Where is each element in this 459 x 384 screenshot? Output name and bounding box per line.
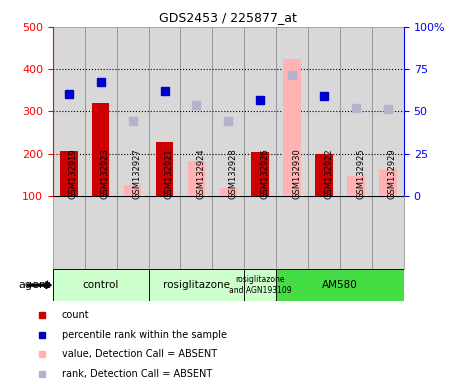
Bar bbox=[315, 154, 333, 196]
Bar bbox=[276, 196, 308, 269]
Text: GSM132930: GSM132930 bbox=[292, 149, 301, 200]
Bar bbox=[149, 196, 180, 269]
Bar bbox=[188, 161, 205, 196]
Bar bbox=[379, 169, 397, 196]
Text: rosiglitazone: rosiglitazone bbox=[163, 280, 230, 290]
Bar bbox=[308, 196, 340, 269]
Bar bbox=[85, 196, 117, 269]
Bar bbox=[244, 196, 276, 269]
Bar bbox=[244, 269, 276, 301]
Bar bbox=[252, 152, 269, 196]
Bar bbox=[340, 196, 372, 269]
Text: percentile rank within the sample: percentile rank within the sample bbox=[62, 330, 227, 340]
Text: GSM132919: GSM132919 bbox=[69, 149, 78, 200]
Bar bbox=[372, 196, 404, 269]
Text: rosiglitazone
and AGN193109: rosiglitazone and AGN193109 bbox=[229, 275, 291, 295]
Text: control: control bbox=[83, 280, 119, 290]
Text: value, Detection Call = ABSENT: value, Detection Call = ABSENT bbox=[62, 349, 217, 359]
Bar bbox=[213, 27, 244, 196]
Text: GSM132922: GSM132922 bbox=[324, 149, 333, 200]
Bar bbox=[340, 27, 372, 196]
Bar bbox=[117, 27, 149, 196]
Text: GSM132926: GSM132926 bbox=[260, 149, 269, 200]
Bar bbox=[347, 176, 365, 196]
Text: GSM132927: GSM132927 bbox=[133, 149, 141, 200]
Bar bbox=[60, 152, 78, 196]
Bar bbox=[53, 27, 85, 196]
Text: GSM132925: GSM132925 bbox=[356, 149, 365, 200]
Bar bbox=[276, 269, 404, 301]
Bar bbox=[149, 27, 180, 196]
Bar bbox=[53, 269, 149, 301]
Bar bbox=[219, 188, 237, 196]
Bar bbox=[180, 27, 213, 196]
Bar bbox=[92, 103, 109, 196]
Text: GSM132924: GSM132924 bbox=[196, 149, 206, 200]
Text: GSM132921: GSM132921 bbox=[164, 149, 174, 200]
Bar bbox=[85, 27, 117, 196]
Bar bbox=[283, 58, 301, 196]
Bar bbox=[124, 185, 141, 196]
Text: GSM132923: GSM132923 bbox=[101, 149, 110, 200]
Text: AM580: AM580 bbox=[322, 280, 358, 290]
Text: GSM132928: GSM132928 bbox=[229, 149, 237, 200]
Title: GDS2453 / 225877_at: GDS2453 / 225877_at bbox=[159, 11, 297, 24]
Bar bbox=[276, 27, 308, 196]
Text: count: count bbox=[62, 310, 89, 320]
Bar bbox=[53, 196, 85, 269]
Bar bbox=[149, 269, 244, 301]
Bar bbox=[156, 142, 174, 196]
Bar bbox=[117, 196, 149, 269]
Bar bbox=[213, 196, 244, 269]
Text: rank, Detection Call = ABSENT: rank, Detection Call = ABSENT bbox=[62, 369, 212, 379]
Bar bbox=[180, 196, 213, 269]
Bar bbox=[244, 27, 276, 196]
Text: agent: agent bbox=[18, 280, 50, 290]
Bar bbox=[308, 27, 340, 196]
Bar bbox=[372, 27, 404, 196]
Text: GSM132929: GSM132929 bbox=[388, 149, 397, 200]
